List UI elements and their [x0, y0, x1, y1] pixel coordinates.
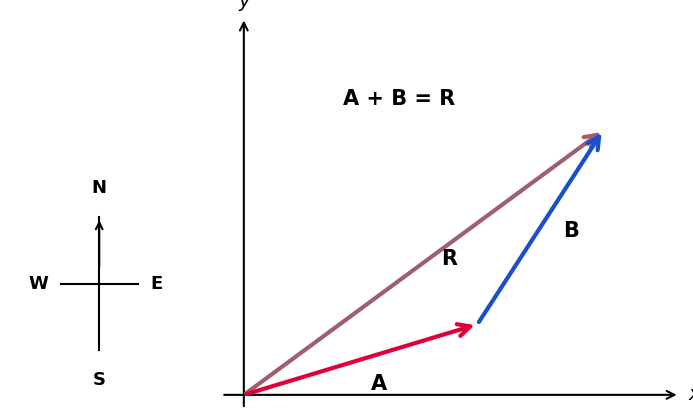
Text: A: A [371, 374, 387, 394]
Text: B: B [563, 221, 579, 241]
Text: A + B = R: A + B = R [342, 89, 455, 109]
Text: W: W [28, 275, 49, 292]
Text: E: E [150, 275, 162, 292]
Text: S: S [93, 371, 106, 389]
Text: R: R [441, 249, 457, 269]
Text: x: x [689, 385, 693, 404]
Text: N: N [91, 178, 107, 197]
Text: y: y [238, 0, 249, 10]
